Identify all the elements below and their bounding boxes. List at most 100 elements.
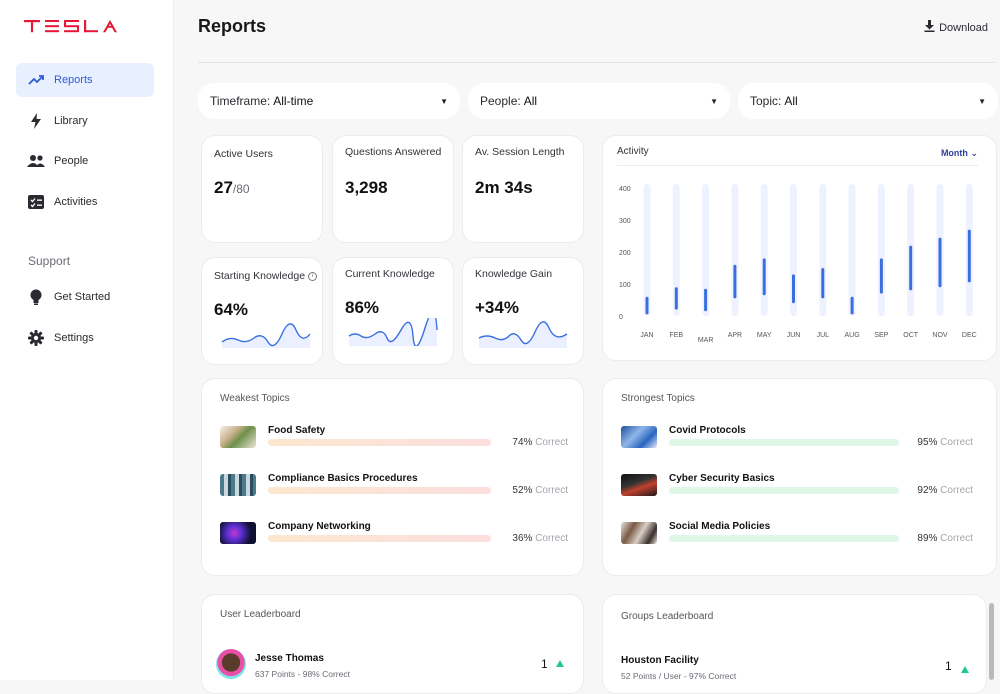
people-filter[interactable]: People: All ▼	[468, 83, 730, 119]
topic-row[interactable]: Cyber Security Basics 92% Correct	[621, 473, 973, 499]
trending-up-icon	[27, 71, 45, 89]
topic-name: Covid Protocols	[669, 425, 746, 436]
topic-row[interactable]: Compliance Basics Procedures 52% Correct	[220, 473, 568, 499]
x-tick-label: FEB	[669, 332, 683, 339]
leaderboard-name[interactable]: Jesse Thomas	[255, 653, 324, 664]
starting-knowledge-card: Starting Knowledge i 64%	[201, 257, 323, 365]
topic-thumbnail	[621, 522, 657, 544]
activity-bar-jul[interactable]	[821, 268, 825, 299]
activity-chart: 400 300 200 100 0 JAN FEB MAR APR MAY JUN JUL AUG SEP…	[619, 184, 977, 344]
sidebar-item-reports[interactable]: Reports	[16, 63, 154, 97]
activity-bar-dec[interactable]	[967, 229, 971, 283]
y-tick-label: 100	[619, 282, 631, 289]
activity-bar-mar[interactable]	[704, 288, 708, 312]
stat-value: 64%	[214, 300, 249, 319]
sidebar-item-people[interactable]: People	[16, 144, 154, 178]
topic-name: Social Media Policies	[669, 521, 771, 532]
topic-row[interactable]: Food Safety 74% Correct	[220, 425, 568, 451]
x-tick-label: JUN	[787, 332, 801, 339]
chevron-down-icon: ⌄	[970, 148, 978, 158]
sidebar-item-label: Settings	[54, 332, 94, 344]
filter-label: Timeframe:	[210, 94, 271, 108]
x-tick-label: OCT	[903, 332, 919, 339]
activity-bar-aug[interactable]	[850, 296, 854, 315]
tesla-logo[interactable]	[24, 18, 124, 34]
x-tick-label: SEP	[874, 332, 888, 339]
sidebar-item-label: Get Started	[54, 291, 111, 303]
active-users-card: Active Users 27/80	[201, 135, 323, 243]
stat-value: 27/80	[214, 178, 250, 197]
timeframe-filter[interactable]: Timeframe: All-time ▼	[198, 83, 460, 119]
activity-bar-feb[interactable]	[674, 287, 678, 310]
topic-row[interactable]: Covid Protocols 95% Correct	[621, 425, 973, 451]
filter-value: All	[523, 94, 538, 108]
bar-track	[877, 184, 885, 316]
sidebar-item-label: People	[54, 155, 89, 167]
rank-up-icon	[556, 660, 564, 667]
activity-bar-oct[interactable]	[909, 245, 913, 291]
topic-name: Food Safety	[268, 425, 326, 436]
stat-label: Starting Knowledge i	[214, 270, 317, 282]
x-tick-label: MAR	[698, 337, 714, 344]
activity-bar-apr[interactable]	[733, 264, 737, 299]
starting-knowledge-sparkline	[221, 323, 311, 348]
topic-progress-bar	[268, 535, 491, 542]
topic-percent: 89% Correct	[917, 533, 973, 544]
sidebar-item-get-started[interactable]: Get Started	[16, 280, 154, 314]
current-knowledge-card: Current Knowledge 86%	[332, 257, 454, 365]
download-icon	[924, 20, 935, 35]
topic-progress-bar	[669, 535, 899, 542]
filter-label: Topic:	[750, 94, 782, 108]
y-tick-label: 400	[619, 186, 631, 193]
topic-row[interactable]: Social Media Policies 89% Correct	[621, 521, 973, 547]
leaderboard-rank: 1	[945, 659, 952, 673]
month-dropdown[interactable]: Month ⌄	[940, 148, 978, 158]
activity-bar-may[interactable]	[762, 258, 766, 296]
rank-up-icon	[961, 666, 969, 673]
scrollbar-thumb[interactable]	[989, 603, 994, 680]
topic-name: Company Networking	[268, 521, 371, 532]
stat-value: 2m 34s	[475, 178, 533, 197]
weakest-topics-card: Weakest Topics Food Safety 74% Correct C…	[201, 378, 584, 576]
activity-card: Activity Month ⌄ 400 300 200 100 0 JAN FEB MAR A…	[602, 135, 997, 361]
download-button[interactable]: Download	[924, 20, 988, 35]
user-leaderboard-card: User Leaderboard Jesse Thomas 637 Points…	[201, 594, 584, 694]
topic-percent: 52% Correct	[512, 485, 568, 496]
leaderboard-subtext: 52 Points / User - 97% Correct	[621, 671, 737, 681]
info-icon[interactable]: i	[307, 271, 317, 281]
y-tick-label: 200	[619, 250, 631, 257]
activity-bar-jun[interactable]	[792, 274, 795, 304]
x-tick-label: AUG	[845, 332, 860, 339]
lightbulb-icon	[27, 288, 45, 306]
bar-track	[731, 184, 739, 316]
page-title: Reports	[198, 16, 267, 36]
topic-filter[interactable]: Topic: All ▼	[738, 83, 998, 119]
section-title: Weakest Topics	[220, 393, 290, 404]
bar-track	[643, 184, 651, 316]
sidebar-item-activities[interactable]: Activities	[16, 185, 154, 219]
topic-name: Compliance Basics Procedures	[268, 473, 418, 484]
bar-track	[702, 184, 710, 316]
bolt-icon	[27, 112, 45, 130]
checklist-icon	[27, 193, 45, 211]
activity-bar-jan[interactable]	[645, 296, 649, 315]
sidebar-item-label: Library	[54, 115, 88, 127]
sidebar-item-library[interactable]: Library	[16, 104, 154, 138]
questions-answered-card: Questions Answered 3,298	[332, 135, 454, 243]
activity-divider	[617, 165, 978, 166]
x-tick-label: MAY	[757, 332, 772, 339]
leaderboard-name[interactable]: Houston Facility	[621, 655, 699, 666]
topic-name: Cyber Security Basics	[669, 473, 775, 484]
bar-track	[672, 184, 680, 316]
topic-thumbnail	[220, 426, 256, 448]
activity-bar-nov[interactable]	[938, 237, 942, 288]
filter-label: People:	[480, 94, 521, 108]
sidebar-item-settings[interactable]: Settings	[16, 321, 154, 355]
topic-progress-bar	[268, 487, 491, 494]
leaderboard-subtext: 637 Points - 98% Correct	[255, 669, 350, 679]
section-title: Strongest Topics	[621, 393, 695, 404]
filter-value: All-time	[273, 94, 314, 108]
activity-bar-sep[interactable]	[879, 258, 883, 294]
topic-row[interactable]: Company Networking 36% Correct	[220, 521, 568, 547]
stat-label: Av. Session Length	[475, 146, 565, 158]
